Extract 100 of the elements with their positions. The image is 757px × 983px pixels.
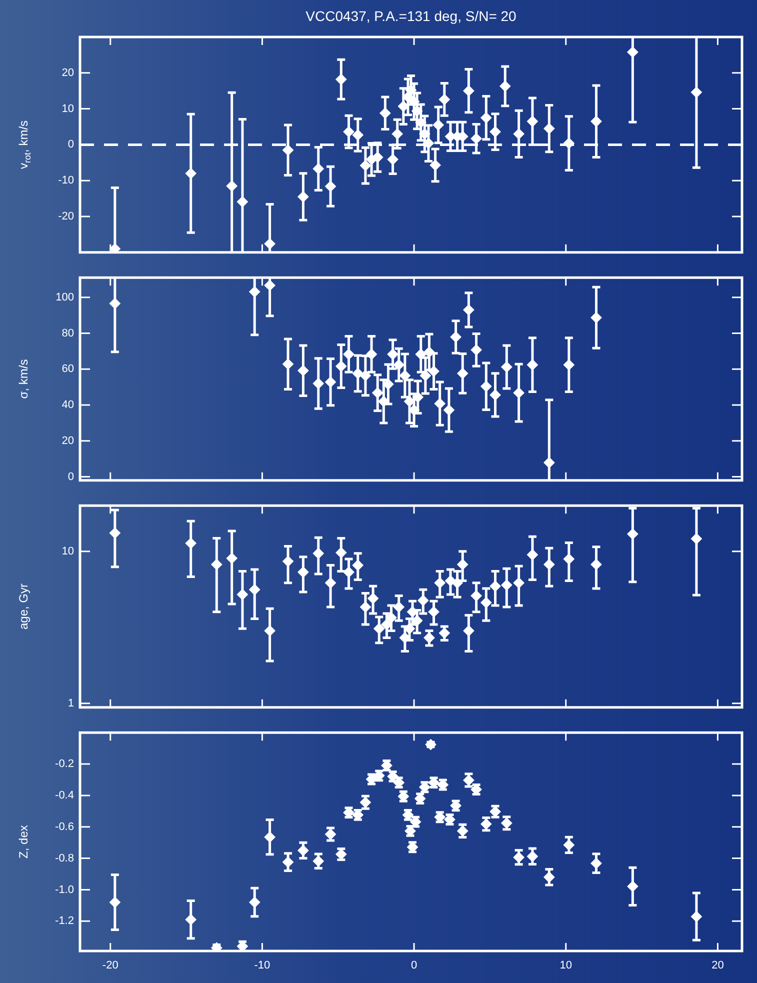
point — [419, 128, 430, 140]
point — [490, 126, 501, 138]
point — [399, 632, 410, 644]
y-axis-title: age, Gyr — [16, 583, 30, 630]
point — [450, 332, 462, 343]
point — [432, 119, 444, 130]
point — [185, 538, 196, 549]
point — [434, 398, 446, 410]
point — [470, 133, 482, 144]
point — [526, 359, 538, 370]
point — [434, 577, 446, 588]
y-tick-label: 10 — [62, 102, 74, 115]
point — [366, 348, 378, 360]
point — [563, 554, 574, 565]
point — [424, 632, 435, 644]
point — [109, 528, 120, 539]
y-tick-label: 80 — [62, 327, 74, 340]
point — [380, 108, 391, 119]
point — [424, 346, 435, 358]
point — [590, 312, 602, 324]
y-tick-label: -0.2 — [55, 758, 74, 770]
point — [513, 128, 524, 140]
point — [408, 404, 420, 416]
point — [185, 168, 196, 179]
point — [336, 360, 347, 372]
point — [627, 46, 638, 58]
point — [109, 243, 120, 252]
y-axis-title: Z, dex — [16, 825, 30, 858]
point — [420, 370, 431, 382]
point — [407, 606, 418, 618]
point — [352, 560, 364, 571]
y-tick-label: 0 — [68, 470, 74, 483]
point — [298, 566, 309, 578]
y-tick-label: -1.2 — [55, 915, 74, 928]
point — [480, 597, 492, 608]
point — [360, 160, 371, 172]
point — [352, 368, 364, 379]
point — [325, 577, 336, 588]
y-tick-label: -0.6 — [55, 820, 74, 833]
point — [415, 348, 426, 360]
point — [298, 191, 309, 202]
point — [563, 839, 574, 850]
point — [298, 844, 309, 856]
point — [360, 370, 371, 382]
chart-title: VCC0437, P.A.=131 deg, S/N= 20 — [306, 8, 517, 24]
point — [544, 123, 555, 134]
point — [264, 280, 276, 291]
point — [325, 180, 336, 192]
point — [387, 154, 398, 165]
point — [282, 856, 294, 868]
point — [443, 404, 454, 416]
point — [392, 128, 403, 140]
point — [249, 584, 260, 596]
point — [282, 556, 294, 567]
point — [312, 856, 324, 867]
y-tick-label: -20 — [58, 210, 74, 223]
y-tick-label: -1.0 — [55, 884, 74, 896]
point — [470, 344, 482, 356]
point — [590, 558, 602, 570]
point — [590, 116, 602, 127]
x-tick-label: -20 — [102, 960, 118, 972]
y-tick-label: -10 — [58, 174, 74, 187]
point — [513, 387, 524, 398]
point — [412, 392, 424, 403]
point — [374, 623, 385, 634]
point — [226, 552, 238, 564]
x-tick-label: 10 — [560, 960, 572, 972]
point — [463, 85, 474, 96]
point — [343, 126, 354, 138]
point — [372, 152, 384, 163]
y-tick-label: 40 — [62, 399, 74, 412]
point — [627, 528, 638, 540]
point — [438, 94, 450, 105]
point — [544, 558, 555, 570]
point — [325, 376, 336, 388]
point — [282, 144, 294, 156]
point — [404, 623, 415, 634]
point — [428, 366, 440, 377]
point — [264, 832, 276, 843]
point — [501, 580, 512, 591]
point — [249, 896, 260, 908]
point — [428, 606, 440, 618]
point — [690, 533, 702, 544]
y-axis-title: σ, km/s — [16, 359, 30, 399]
point — [412, 105, 423, 116]
point — [185, 914, 196, 926]
point — [264, 625, 276, 636]
point — [690, 911, 702, 922]
y-tick-label: -0.4 — [55, 789, 74, 802]
point — [438, 628, 450, 639]
point — [236, 196, 248, 208]
point — [544, 872, 555, 883]
point — [418, 594, 429, 606]
point — [590, 858, 602, 869]
point — [563, 138, 574, 149]
point — [343, 566, 354, 578]
y-tick-label: 0 — [68, 138, 74, 151]
point — [264, 238, 276, 250]
point — [343, 348, 354, 360]
point — [312, 548, 324, 559]
